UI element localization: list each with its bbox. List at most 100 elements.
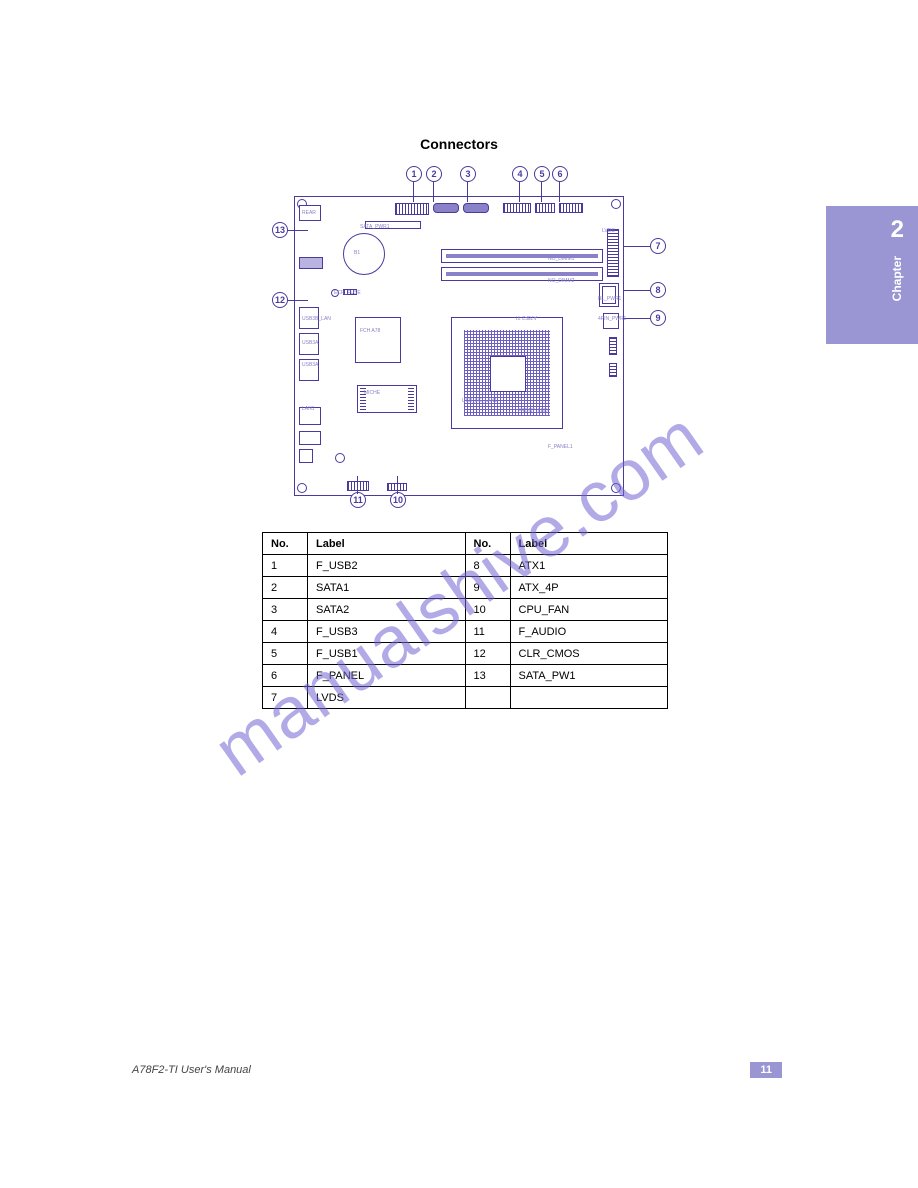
diagram-label-18: 4PIN_PWR1 [598,316,626,322]
diagram-label-0: REAR [302,210,316,216]
table-cell: F_USB1 [308,643,466,665]
table-cell: 4 [263,621,308,643]
callout-7: 7 [650,238,666,254]
table-row: 1F_USB28ATX1 [263,555,668,577]
callout-5: 5 [534,166,550,182]
table-cell: 9 [465,577,510,599]
table-row: 4F_USB311F_AUDIO [263,621,668,643]
table-cell: 13 [465,665,510,687]
lead-11 [288,300,308,301]
table-cell [510,687,668,709]
lead-10 [357,476,358,494]
footer-page: 11 [750,1062,782,1078]
conn-sata2 [463,203,489,213]
callout-4: 4 [512,166,528,182]
table-cell: 12 [465,643,510,665]
table-cell: 7 [263,687,308,709]
diagram-label-16: MICHE [364,390,380,396]
diagram-label-11: USB3B_LAN [302,316,331,322]
table-cell: 3 [263,599,308,621]
conn-lvds [607,229,619,277]
table-cell: CLR_CMOS [510,643,668,665]
lead-7 [624,290,650,291]
chip-fch [355,317,401,363]
callout-12: 12 [272,292,288,308]
callout-10: 10 [390,492,406,508]
table-cell: 6 [263,665,308,687]
battery-b1 [343,233,385,275]
table-cell: 1 [263,555,308,577]
table-cell: SATA1 [308,577,466,599]
diagram-label-5: F_PANEL1 [548,444,573,450]
lead-5 [559,182,560,202]
table-cell: CPU_FAN [510,599,668,621]
footer: A78F2-TI User's Manual 11 [132,1062,782,1078]
callout-2: 2 [426,166,442,182]
table-cell [465,687,510,709]
chapter-label: Chapter [890,256,904,301]
th-label-b: Label [510,533,668,555]
diagram-label-10: FCH A78 [360,328,380,334]
table-cell: 2 [263,577,308,599]
diagram-label-4: FRONT_LED [518,408,548,414]
conn-fusb3 [503,203,531,213]
th-no-a: No. [263,533,308,555]
table-cell: LVDS [308,687,466,709]
conn-fpanel [559,203,583,213]
hole-extra [335,453,345,463]
lead-1 [433,182,434,202]
conn-sata1 [433,203,459,213]
table-cell: ATX1 [510,555,668,577]
conn-fusb1 [535,203,555,213]
dimm2 [441,267,603,281]
diagram-label-1: SATA_PWR1 [360,224,390,230]
diagram-label-14: LAN1 [302,406,315,412]
io-audio [299,431,321,445]
callout-1: 1 [406,166,422,182]
table-cell: 11 [465,621,510,643]
table-cell: 5 [263,643,308,665]
diagram-label-9: A78F2-TI [516,314,537,320]
lead-3 [519,182,520,202]
dimm1 [441,249,603,263]
diagram-label-3: USB_5G_LAN1 [462,398,497,404]
th-no-b: No. [465,533,510,555]
table-row: 5F_USB112CLR_CMOS [263,643,668,665]
io-misc1 [299,449,313,463]
diagram-label-8: NO_DIMM2 [548,278,574,284]
io-port1 [299,257,323,269]
conn-atx1 [599,283,619,307]
table-row: 3SATA210CPU_FAN [263,599,668,621]
diagram-label-2: B1 [354,250,360,256]
board-outline [294,196,624,496]
page-title: Connectors [420,136,498,152]
diagram-label-15: ECR_FUSE [334,290,361,296]
table-cell: F_PANEL [308,665,466,687]
callout-9: 9 [650,310,666,326]
lead-12 [288,230,308,231]
table-cell: F_USB3 [308,621,466,643]
callout-13: 13 [272,222,288,238]
table-row: 6F_PANEL13SATA_PW1 [263,665,668,687]
lead-8 [624,318,650,319]
lead-0 [413,182,414,202]
th-label-a: Label [308,533,466,555]
callout-8: 8 [650,282,666,298]
conn-fusb2 [395,203,429,215]
lead-6 [624,246,650,247]
callout-3: 3 [460,166,476,182]
diagram-label-17: BL_PWR1 [598,296,621,302]
diagram-label-6: LVDS [602,228,615,234]
lead-2 [467,182,468,202]
table-cell: SATA2 [308,599,466,621]
table-cell: F_USB2 [308,555,466,577]
diagram-label-7: NO_DIMM1 [548,256,574,262]
table-row: 2SATA19ATX_4P [263,577,668,599]
table-cell: 8 [465,555,510,577]
conn-hdr-r1 [609,337,617,355]
lead-4 [541,182,542,202]
lead-9 [397,476,398,494]
table-cell: SATA_PW1 [510,665,668,687]
table-cell: ATX_4P [510,577,668,599]
conn-hdr-r2 [609,363,617,377]
